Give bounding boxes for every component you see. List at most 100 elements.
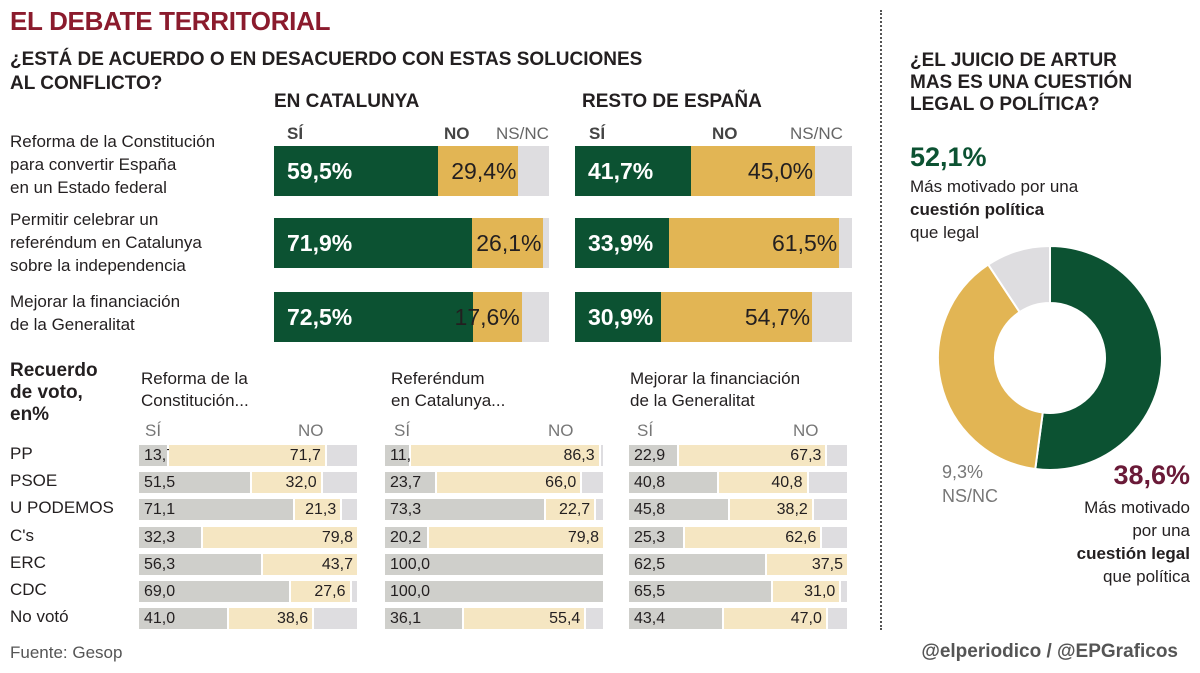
vote-bar-si: 100,0 [385, 581, 603, 602]
vote-bar-si: 11,7 [385, 445, 420, 466]
vote-bar: 43,4 47,0 [629, 608, 849, 629]
vote-bar: 100,0 [385, 554, 605, 575]
bar-segment-si: 41,7% [575, 146, 691, 196]
vote-bar-no: 21,3 [295, 499, 341, 520]
vote-bar-no: 37,5 [766, 554, 847, 575]
vote-bar: 73,3 22,7 [385, 499, 605, 520]
vote-col-head-referendum: Referéndum en Catalunya... [391, 369, 506, 410]
resto-si-header: SÍ [589, 124, 606, 143]
bar-segment-nsnc [518, 146, 549, 196]
vote-bar-nsnc [813, 499, 847, 520]
vote-bar-nsnc [841, 581, 847, 602]
legal-value: 38,6% [1113, 460, 1190, 490]
vote-bar-no: 55,4 [464, 608, 585, 629]
donut-slice-nsnc [986, 244, 1051, 314]
vote-bar: 40,8 40,8 [629, 472, 849, 493]
stacked-bar: 72,5% 17,6% [274, 292, 549, 342]
stacked-bar: 41,7% 45,0% [575, 146, 852, 196]
source-note: Fuente: Gesop [10, 643, 123, 662]
bar-segment-no: 54,7% [660, 292, 813, 342]
vote-bar-si: 100,0 [385, 554, 603, 575]
vote-bar: 100,0 [385, 581, 605, 602]
vote-bar-no: 67,3 [679, 445, 826, 466]
vote-recall-title: Recuerdo de voto, en% [10, 360, 98, 425]
vote-bar-no: 43,7 [262, 554, 357, 575]
vote-bar-no: 86,3 [410, 445, 599, 466]
vote-bar: 36,1 55,4 [385, 608, 605, 629]
vote-bar-nsnc [600, 445, 603, 466]
bar-segment-nsnc [815, 146, 852, 196]
bar-segment-si: 59,5% [274, 146, 438, 196]
party-label: ERC [10, 553, 46, 572]
vote-bar-si: 32,3 [139, 527, 201, 548]
vote-bar: 45,8 38,2 [629, 499, 849, 520]
vote-bar-si: 13,7 [139, 445, 175, 466]
stacked-bar: 59,5% 29,4% [274, 146, 549, 196]
vote-bar: 71,1 21,3 [139, 499, 359, 520]
region-resto-title: RESTO DE ESPAÑA [582, 91, 762, 112]
vote-bar-si: 20,2 [385, 527, 428, 548]
chart-subtitle: ¿ESTÁ DE ACUERDO O EN DESACUERDO CON EST… [10, 49, 643, 94]
vote-bar-si: 25,3 [629, 527, 683, 548]
bar-segment-no: 29,4% [437, 146, 519, 196]
question-label-financiacion: Mejorar la financiación de la Generalita… [10, 292, 181, 334]
vote-bar-si: 45,8 [629, 499, 728, 520]
question-label-referendum: Permitir celebrar un referéndum en Catal… [10, 210, 202, 275]
vote-bar-no: 79,8 [429, 527, 603, 548]
legal-label: Más motivado por una cuestión legal que … [1076, 498, 1190, 586]
vote-bar-si: 43,4 [629, 608, 723, 629]
vote-si-header: SÍ [145, 421, 162, 440]
page-title: EL DEBATE TERRITORIAL [10, 6, 331, 36]
vote-bar-si: 71,1 [139, 499, 294, 520]
party-label: No votó [10, 607, 69, 626]
vote-bar-no: 66,0 [437, 472, 581, 493]
party-label: CDC [10, 580, 47, 599]
resto-nsnc-header: NS/NC [790, 124, 843, 143]
vote-bar: 56,3 43,7 [139, 554, 359, 575]
vote-bar-no: 27,6 [290, 581, 350, 602]
question-label-reforma: Reforma de la Constitución para converti… [10, 132, 216, 197]
donut-chart [937, 244, 1163, 471]
vote-bar-nsnc [596, 499, 603, 520]
vote-bar-no: 47,0 [724, 608, 826, 629]
bar-segment-nsnc [543, 218, 549, 268]
bar-segment-nsnc [839, 218, 852, 268]
bar-segment-si: 30,9% [575, 292, 661, 342]
stacked-bar: 30,9% 54,7% [575, 292, 852, 342]
vote-bar-nsnc [827, 445, 847, 466]
vote-bar-nsnc [822, 527, 847, 548]
vote-bar-si: 62,5 [629, 554, 765, 575]
bar-segment-no: 61,5% [668, 218, 840, 268]
vote-bar-si: 22,9 [629, 445, 678, 466]
bar-segment-si: 72,5% [274, 292, 474, 342]
bar-segment-nsnc [812, 292, 852, 342]
bar-segment-si: 33,9% [575, 218, 669, 268]
vote-bar-si: 36,1 [385, 608, 463, 629]
credit-handles: @elperiodico / @EPGraficos [921, 641, 1178, 662]
vote-bar-si: 51,5 [139, 472, 251, 493]
vote-bar-si: 73,3 [385, 499, 545, 520]
vote-bar-si: 23,7 [385, 472, 436, 493]
bar-segment-si: 71,9% [274, 218, 472, 268]
resto-no-header: NO [712, 124, 738, 143]
catalunya-no-header: NO [444, 124, 470, 143]
vote-bar: 62,5 37,5 [629, 554, 849, 575]
vote-bar-si: 41,0 [139, 608, 228, 629]
vote-bar-no: 32,0 [252, 472, 321, 493]
vote-no-header: NO [548, 421, 574, 440]
vote-bar-no: 79,8 [202, 527, 357, 548]
vote-bar: 25,3 62,6 [629, 527, 849, 548]
catalunya-nsnc-header: NS/NC [496, 124, 549, 143]
vote-bar-si: 40,8 [629, 472, 717, 493]
vote-col-head-reforma: Reforma de la Constitución... [141, 369, 249, 410]
vote-bar-si: 69,0 [139, 581, 289, 602]
vote-no-header: NO [793, 421, 819, 440]
vote-bar-nsnc [586, 608, 603, 629]
vote-bar: 69,0 27,6 [139, 581, 359, 602]
party-label: PP [10, 444, 33, 463]
vote-bar-nsnc [322, 472, 357, 493]
party-label: C's [10, 526, 35, 545]
region-catalunya-title: EN CATALUNYA [274, 91, 420, 112]
vote-bar-nsnc [808, 472, 847, 493]
section-divider [880, 10, 882, 630]
